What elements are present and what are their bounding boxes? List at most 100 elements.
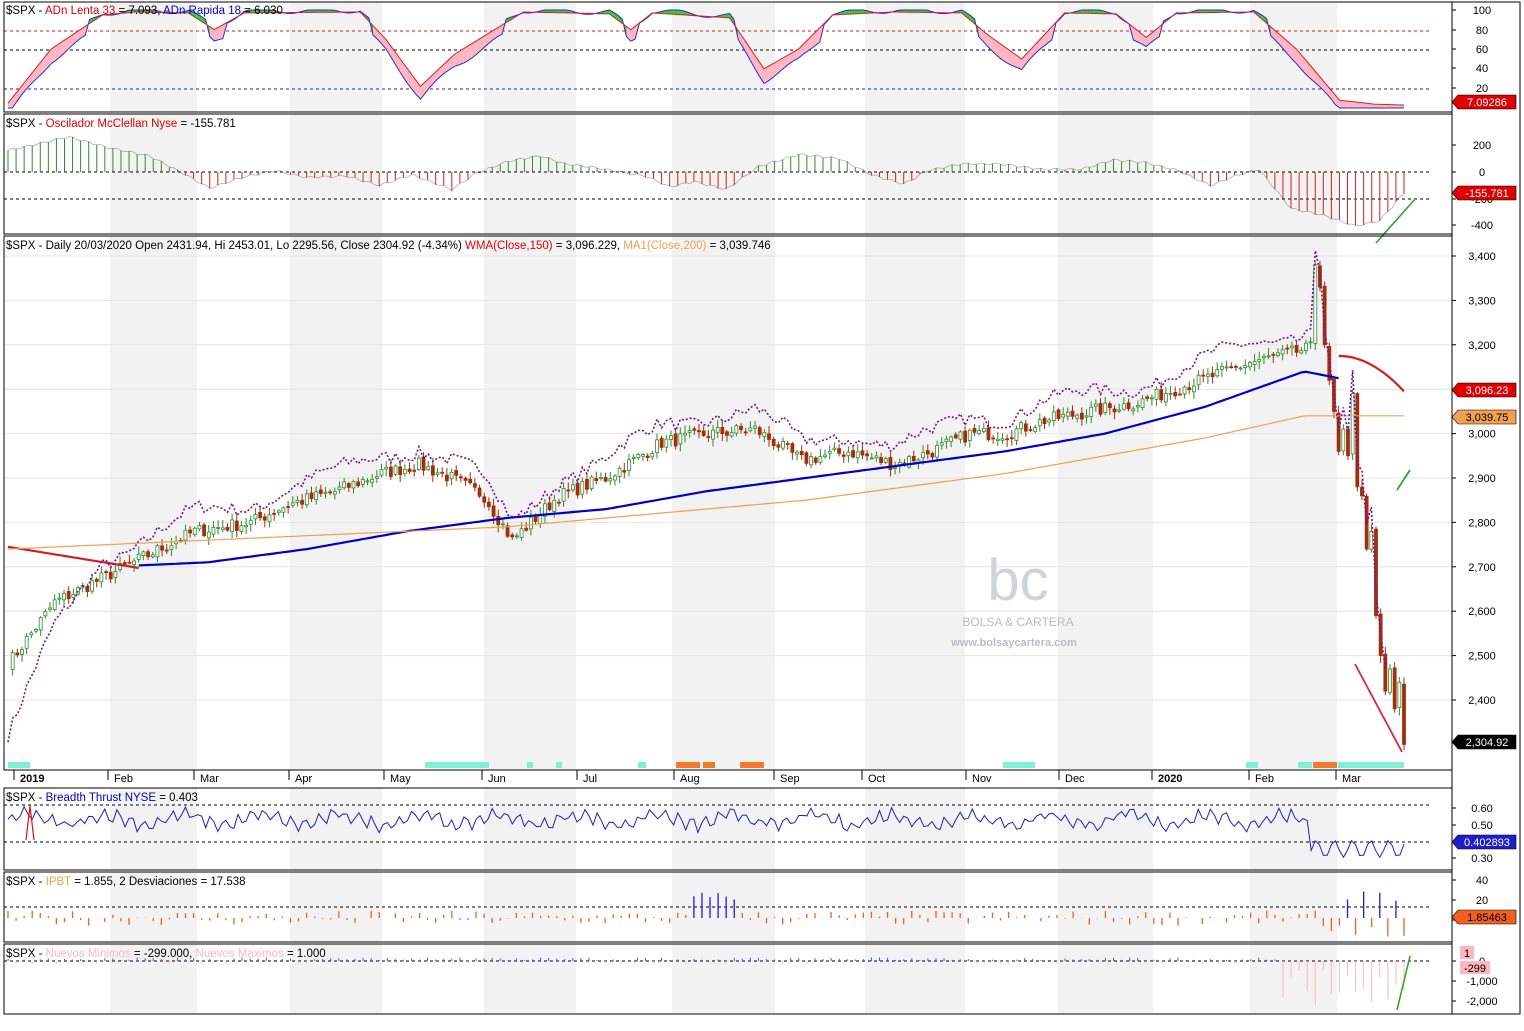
adn-fill	[480, 35, 485, 51]
candle-body	[669, 435, 673, 440]
candle-body	[519, 528, 524, 538]
candle-body	[552, 499, 557, 512]
candle-body	[454, 470, 459, 476]
adn-fill	[794, 49, 799, 61]
candle-body	[328, 491, 333, 494]
candle-body	[1201, 374, 1206, 377]
month-band	[110, 114, 197, 234]
candle-body	[557, 501, 561, 504]
candle-body	[1271, 353, 1276, 356]
candle-body	[122, 562, 127, 565]
candle-body	[893, 466, 897, 469]
candle-body	[1182, 386, 1187, 395]
candle-body	[1079, 412, 1084, 420]
candle-body	[365, 480, 370, 483]
month-band	[672, 2, 775, 112]
candle-body	[435, 472, 440, 475]
candle-body	[683, 432, 687, 436]
adn-fill	[918, 10, 923, 13]
candle-body	[575, 482, 580, 496]
candle-body	[883, 458, 888, 463]
candle-body	[958, 431, 963, 440]
adn-fill	[1257, 12, 1263, 20]
candle-body	[323, 491, 328, 494]
candle-body	[1084, 415, 1089, 418]
adn-fill	[8, 97, 13, 108]
candle-body	[52, 599, 57, 611]
x-axis-label: Nov	[972, 773, 992, 785]
signal-marker-teal	[638, 762, 646, 768]
adn-fill	[12, 92, 17, 108]
adn-fill	[617, 15, 623, 24]
candle-body	[398, 466, 403, 476]
candle-body	[48, 607, 52, 610]
candle-body	[38, 617, 43, 631]
candle-body	[655, 439, 659, 454]
adn-fill	[1356, 102, 1362, 108]
candle-body	[99, 572, 104, 583]
candle-body	[1145, 396, 1150, 399]
candle-body	[953, 434, 958, 439]
adn-fill	[385, 39, 391, 56]
candle-body	[1093, 403, 1098, 407]
candle-body	[370, 478, 375, 483]
adn-fill	[317, 10, 322, 13]
adn-panel-title: $SPX - ADn Lenta 33 = 7.093, ADn Rapida …	[6, 5, 283, 17]
adn-fill	[1219, 10, 1224, 13]
adn-fill	[1373, 104, 1379, 108]
signal-marker-orange	[676, 762, 700, 768]
value-label-text: 2,304.92	[1466, 737, 1509, 749]
watermark-brand: BOLSA & CARTERA	[962, 615, 1073, 629]
candle-body	[753, 425, 757, 429]
adn-fill	[849, 10, 855, 15]
month-band	[290, 944, 382, 1014]
candle-body	[426, 466, 431, 470]
adn-fill	[841, 10, 846, 15]
adn-fill	[914, 10, 919, 13]
candle-body	[739, 425, 743, 431]
adn-fill	[725, 13, 730, 18]
adn-fill	[1000, 43, 1005, 62]
title-part: $SPX -	[6, 876, 46, 888]
title-part: ADn Rapida 18	[163, 5, 241, 17]
candle-body	[1103, 402, 1108, 413]
candle-body	[1388, 668, 1392, 693]
y-tick-label: 2,500	[1468, 651, 1496, 663]
candle-body	[57, 597, 62, 600]
title-part: = 1.000	[284, 948, 326, 960]
adn-fill	[63, 37, 69, 54]
adn-fill	[746, 43, 752, 62]
value-label-tag	[1451, 734, 1517, 750]
candle-body	[1075, 414, 1080, 419]
candle-body	[911, 455, 916, 462]
x-axis-label: Apr	[295, 773, 312, 785]
x-axis-label: Jul	[583, 773, 597, 785]
candle-body	[687, 430, 692, 433]
candle-body	[748, 427, 753, 432]
y-tick-label: -1,000	[1466, 976, 1497, 988]
title-part: = -155.781	[177, 118, 236, 130]
adn-fill	[613, 12, 618, 21]
y-axis-column	[1451, 1, 1521, 1015]
adn-fill	[549, 10, 554, 13]
wma-150-line	[138, 370, 1339, 567]
title-part: $SPX -	[6, 948, 46, 960]
nuevos-panel-title: $SPX - Nuevos Minimos = -299.000, Nuevos…	[6, 948, 326, 960]
signal-marker-teal	[1298, 762, 1312, 768]
x-axis-label: May	[390, 773, 411, 785]
month-band	[484, 872, 576, 942]
adn-fill	[459, 48, 464, 65]
title-part: $SPX -	[6, 792, 46, 804]
candle-body	[216, 527, 221, 529]
price-panel-title: $SPX - Daily 20/03/2020 Open 2431.94, Hi…	[6, 240, 771, 252]
x-axis-label: 2020	[1158, 773, 1182, 785]
adn-fill	[1017, 55, 1022, 70]
adn-fill	[815, 27, 820, 46]
candle-body	[10, 652, 15, 670]
candle-body	[1276, 352, 1280, 357]
month-band	[672, 944, 775, 1014]
candle-body	[1229, 366, 1234, 369]
adn-fill	[965, 12, 971, 21]
candle-body	[66, 590, 71, 600]
adn-fill	[50, 46, 56, 64]
